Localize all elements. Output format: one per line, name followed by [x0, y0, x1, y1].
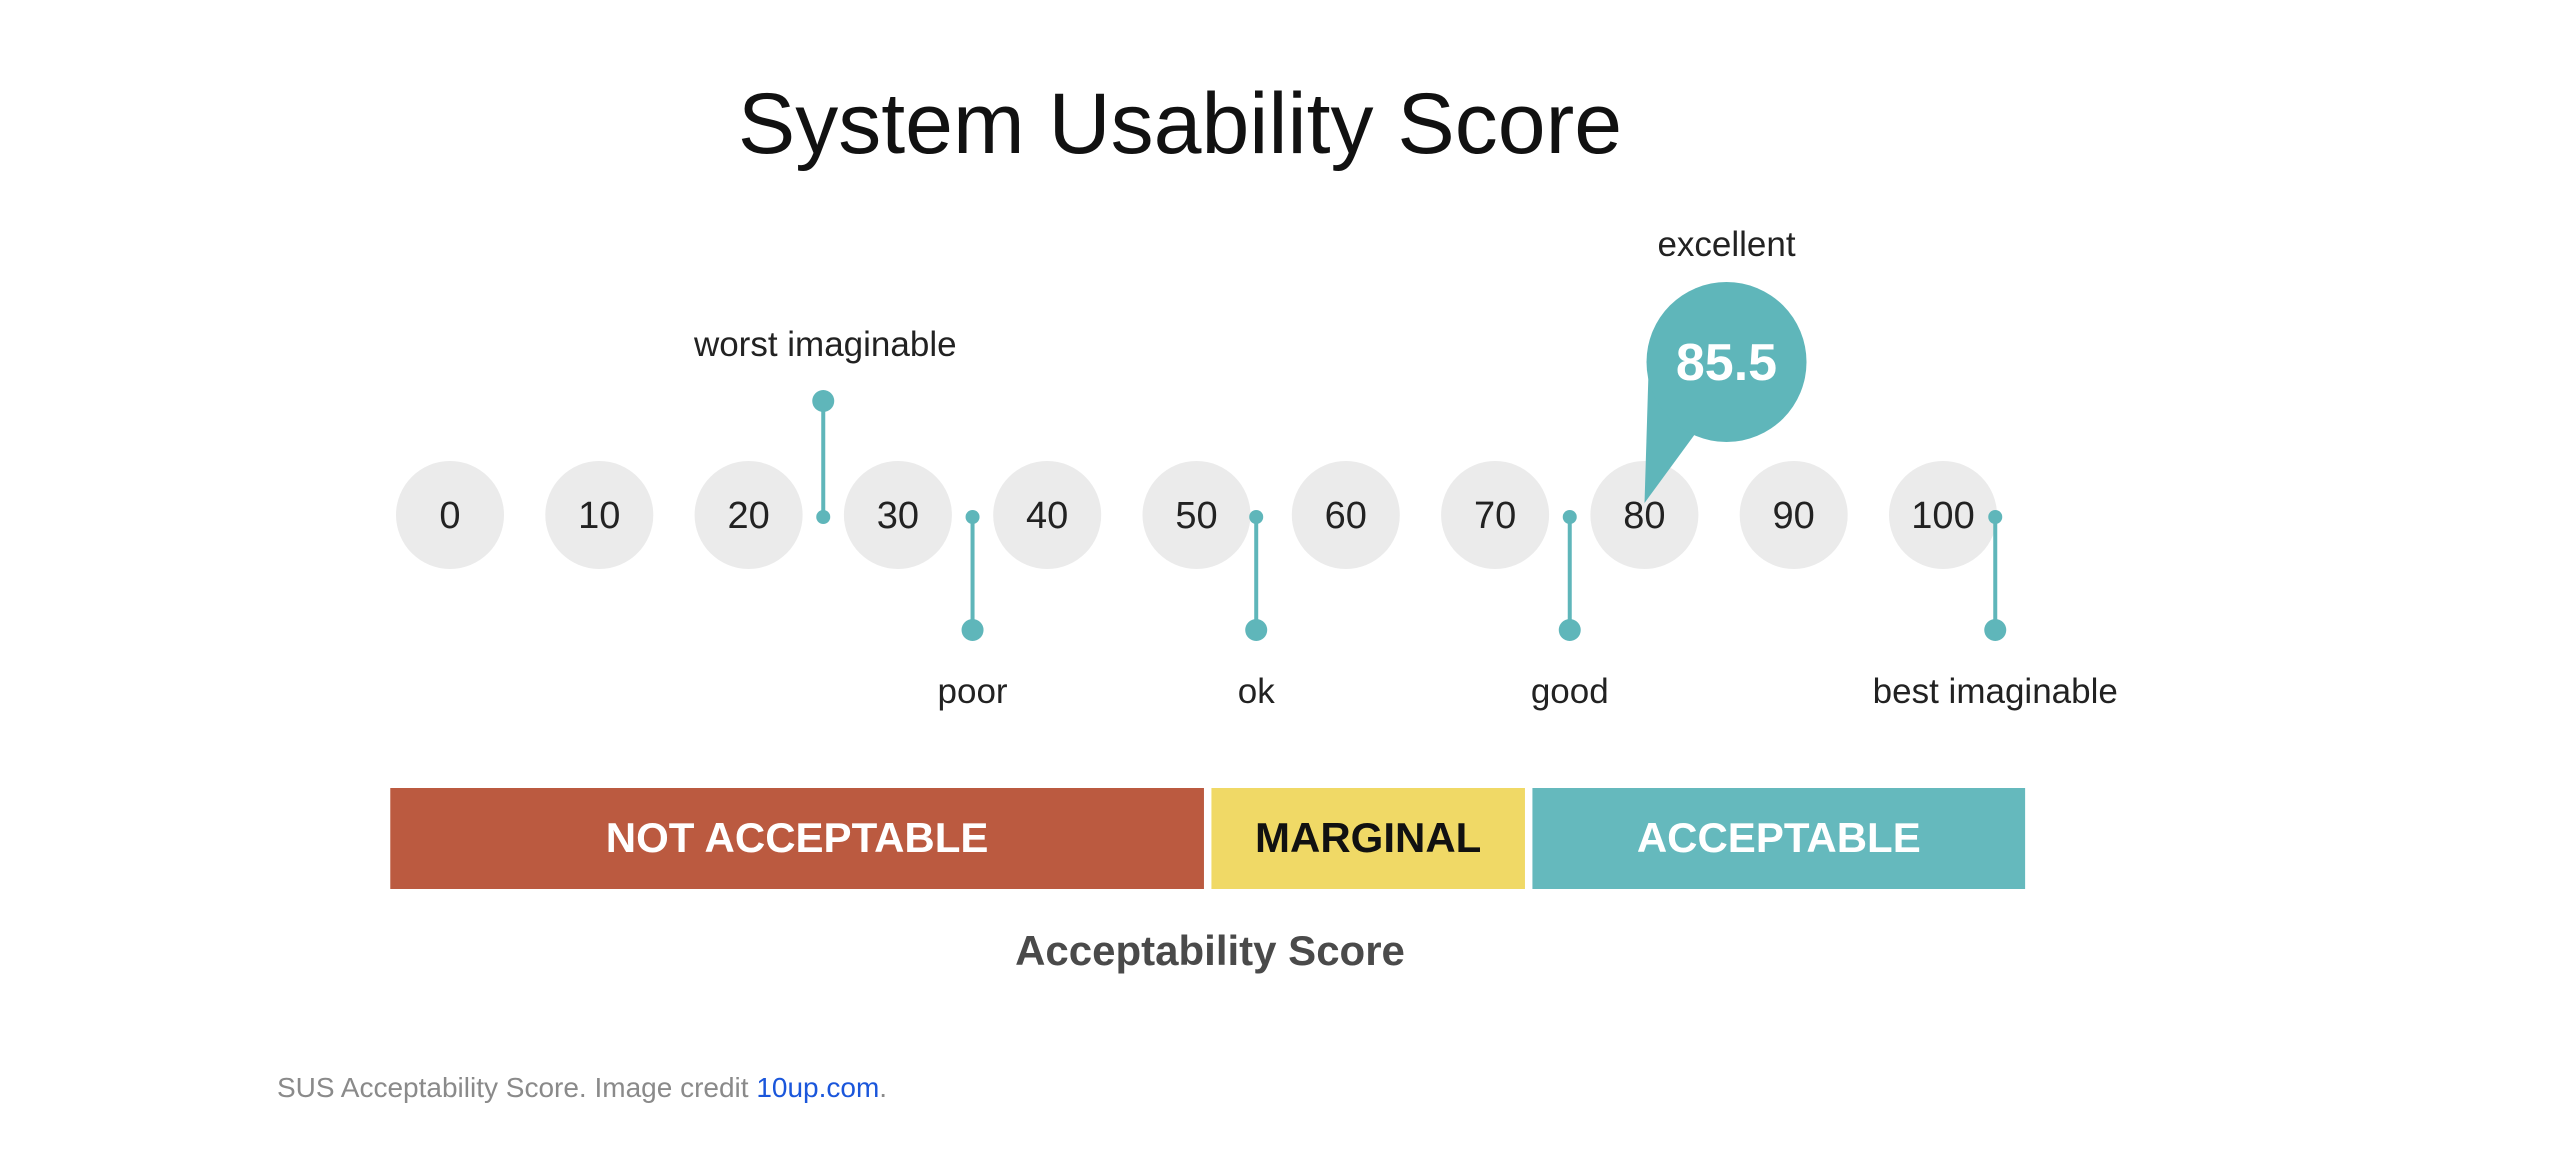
tick-label: 40	[1026, 495, 1068, 537]
pin-base-dot	[816, 510, 831, 524]
tick-circle	[396, 461, 504, 569]
tick-label: 90	[1773, 495, 1815, 537]
adjective-worst-imaginable: worst imaginable	[693, 325, 957, 364]
band-rect	[390, 788, 1204, 889]
tick-circle	[545, 461, 654, 569]
tick-label: 0	[439, 495, 460, 537]
tick-100: 100	[1889, 461, 1997, 569]
tick-label: 60	[1325, 495, 1367, 537]
adjective-pin: worst imaginable	[693, 325, 957, 524]
tick-circle	[1142, 461, 1251, 569]
diagram-title: System Usability Score	[738, 76, 1622, 172]
pin-head-dot	[1245, 619, 1268, 641]
image-caption: SUS Acceptability Score. Image credit 10…	[277, 1072, 887, 1104]
tick-label: 30	[877, 495, 919, 537]
acceptability-bands: NOT ACCEPTABLE MARGINAL ACCEPTABLE	[390, 788, 2026, 889]
tick-70: 70	[1441, 461, 1550, 569]
tick-60: 60	[1291, 461, 1400, 569]
credit-link[interactable]: 10up.com	[756, 1072, 880, 1103]
tick-circle	[843, 461, 952, 569]
tick-label: 20	[727, 495, 769, 537]
adjective-pin: good	[1531, 510, 1609, 711]
marker-label-excellent: excellent	[1657, 225, 1795, 264]
tick-label: 10	[578, 495, 620, 537]
pin-head-dot	[812, 390, 835, 412]
band-acceptable: ACCEPTABLE	[1532, 788, 2026, 889]
tick-40: 40	[993, 461, 1102, 569]
tick-circle	[1441, 461, 1550, 569]
adjective-good: good	[1531, 672, 1609, 711]
scale-ticks: 0 10 20 30 40 50 60 70 80 90 100	[396, 461, 1997, 569]
tick-50: 50	[1142, 461, 1251, 569]
band-rect	[1211, 788, 1525, 889]
adjective-poor: poor	[938, 672, 1008, 711]
adjective-labels: worst imaginable poor ok good best imaginabl…	[693, 325, 2118, 711]
band-not-acceptable: NOT ACCEPTABLE	[390, 788, 1204, 889]
pin-head-dot	[1984, 619, 2007, 641]
acceptability-title: Acceptability Score	[1015, 927, 1405, 974]
tick-circle	[993, 461, 1102, 569]
tick-label: 80	[1623, 495, 1665, 537]
pin-head-dot	[1558, 619, 1581, 641]
pin-base-dot	[1988, 510, 2003, 524]
tick-label: 50	[1175, 495, 1217, 537]
tick-0: 0	[396, 461, 504, 569]
adjective-pin: poor	[938, 510, 1008, 711]
tick-label: 70	[1474, 495, 1516, 537]
pin-base-dot	[1562, 510, 1577, 524]
band-marginal: MARGINAL	[1211, 788, 1525, 889]
band-label: NOT ACCEPTABLE	[606, 814, 989, 861]
adjective-ok: ok	[1238, 672, 1275, 711]
score-marker: 85.5 excellent	[1644, 225, 1807, 503]
tick-circle	[1889, 461, 1997, 569]
band-label: MARGINAL	[1255, 814, 1481, 861]
tick-10: 10	[545, 461, 654, 569]
score-bubble	[1646, 282, 1807, 442]
caption-text: SUS Acceptability Score. Image credit	[277, 1072, 757, 1103]
tick-30: 30	[843, 461, 952, 569]
tick-circle	[1291, 461, 1400, 569]
tick-20: 20	[694, 461, 803, 569]
pin-base-dot	[1249, 510, 1264, 524]
tick-90: 90	[1739, 461, 1848, 569]
adjective-best-imaginable: best imaginable	[1873, 672, 2118, 711]
pin-head-dot	[961, 619, 984, 641]
tick-80: 80	[1590, 461, 1699, 569]
band-label: ACCEPTABLE	[1637, 814, 1921, 861]
tick-label: 100	[1911, 495, 1974, 537]
score-value: 85.5	[1676, 334, 1777, 392]
tick-circle	[694, 461, 803, 569]
caption-suffix: .	[879, 1072, 888, 1103]
tick-circle	[1739, 461, 1848, 569]
bubble-tail	[1644, 372, 1697, 503]
adjective-pin: best imaginable	[1873, 510, 2118, 711]
band-rect	[1532, 788, 2026, 889]
adjective-pin: ok	[1238, 510, 1275, 711]
tick-circle	[1590, 461, 1699, 569]
pin-base-dot	[965, 510, 980, 524]
